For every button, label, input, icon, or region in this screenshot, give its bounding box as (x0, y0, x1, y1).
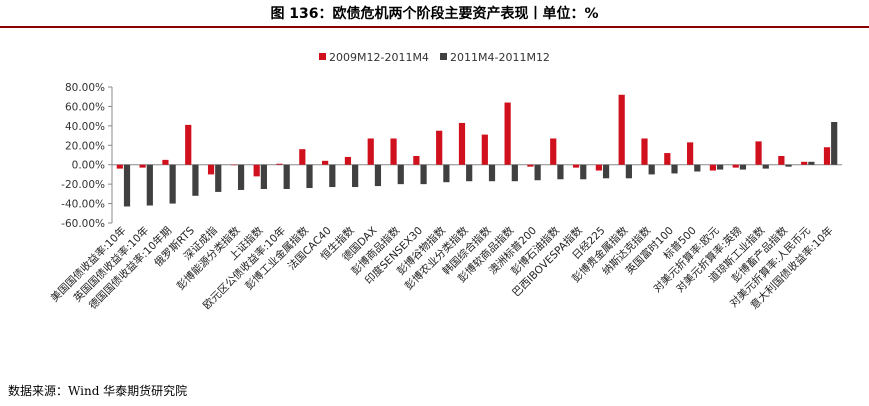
bar-series-1 (732, 164, 739, 168)
bar-series-1 (778, 155, 785, 165)
legend: 2009M12-2011M4 2011M4-2011M12 (319, 51, 550, 64)
bar-series-1 (709, 164, 717, 171)
bar-series-1 (413, 155, 420, 165)
bar-series-2 (283, 164, 290, 189)
bar-series-2 (146, 164, 153, 206)
bar-series-2 (694, 164, 701, 172)
source-note: 数据来源：Wind 华泰期货研究院 (8, 384, 188, 398)
bar-series-2 (466, 164, 473, 182)
y-tick-label: 40.00% (65, 121, 105, 133)
y-tick-label: 0.00% (72, 160, 105, 172)
figure-title: 图 136：欧债危机两个阶段主要资产表现丨单位：% (270, 6, 599, 22)
x-axis-labels: 美国国债收益率:10年英国国债收益率:10年德国国债收益率:10年期俄罗斯RTS… (48, 224, 836, 312)
bar-series-1 (230, 164, 237, 166)
bar-series-2 (488, 164, 496, 182)
y-tick-label: -60.00% (61, 218, 105, 230)
bar-series-1 (481, 134, 488, 165)
bar-series-1 (436, 130, 443, 165)
y-tick-label: 60.00% (65, 101, 105, 113)
bar-series-2 (534, 164, 541, 181)
bar-series-1 (458, 122, 466, 165)
bar-series-1 (664, 153, 671, 165)
bar-series-2 (192, 164, 199, 196)
y-axis: -60.00% -40.00% -20.00% 0.00% 20.00% 40.00% 60… (61, 82, 842, 230)
bar-series-1 (299, 149, 306, 165)
bar-series-2 (762, 164, 769, 169)
legend-label-1: 2009M12-2011M4 (329, 51, 429, 64)
bars (116, 94, 838, 207)
bar-series-2 (511, 164, 518, 182)
bar-series-1 (595, 164, 602, 171)
bar-series-2 (397, 164, 404, 185)
bar-series-2 (215, 164, 222, 192)
bar-series-1 (641, 138, 648, 165)
bar-series-2 (580, 164, 587, 180)
bar-series-2 (237, 164, 245, 190)
y-tick-label: -20.00% (61, 179, 105, 191)
bar-series-1 (618, 94, 625, 165)
bar-series-1 (550, 138, 557, 165)
bar-series-2 (739, 164, 747, 170)
bar-series-2 (260, 164, 267, 189)
title-divider (0, 26, 869, 28)
bar-series-1 (504, 102, 511, 165)
bar-series-2 (352, 164, 359, 188)
bar-series-2 (420, 164, 427, 185)
bar-series-2 (123, 164, 131, 207)
bar-series-2 (557, 164, 564, 180)
bar-series-2 (443, 164, 450, 183)
bar-series-1 (687, 142, 694, 165)
legend-label-2: 2011M4-2011M12 (450, 51, 550, 64)
bar-series-1 (344, 156, 352, 165)
bar-series-1 (207, 164, 215, 175)
bar-series-1 (253, 164, 260, 177)
bar-series-2 (808, 161, 815, 165)
bar-series-2 (648, 164, 655, 175)
bar-series-2 (169, 164, 176, 204)
legend-swatch-2 (440, 53, 447, 60)
bar-series-1 (823, 147, 831, 165)
bar-series-1 (367, 138, 374, 165)
bar-series-2 (785, 164, 792, 167)
bar-series-2 (625, 164, 632, 179)
bar-series-1 (139, 164, 146, 168)
bar-series-2 (717, 164, 724, 170)
bar-series-1 (322, 160, 329, 165)
bar-series-1 (527, 164, 534, 167)
bar-series-2 (306, 164, 313, 189)
bar-series-1 (185, 124, 192, 165)
bar-series-1 (390, 138, 397, 165)
y-tick-label: -40.00% (61, 199, 105, 211)
bar-series-2 (602, 164, 610, 179)
bar-series-2 (831, 121, 838, 165)
bar-series-1 (801, 161, 808, 165)
bar-chart: 2009M12-2011M4 2011M4-2011M12 -60.00% -40.… (48, 51, 842, 312)
bar-series-2 (374, 164, 382, 187)
bar-series-1 (162, 159, 169, 165)
bar-series-2 (671, 164, 678, 174)
legend-swatch-1 (319, 53, 326, 60)
y-tick-label: 20.00% (65, 140, 105, 152)
y-tick-label: 80.00% (65, 82, 105, 94)
bar-series-2 (329, 164, 336, 188)
bar-series-1 (276, 163, 283, 165)
bar-series-1 (572, 164, 580, 168)
bar-series-1 (755, 141, 762, 165)
bar-series-1 (116, 164, 123, 169)
